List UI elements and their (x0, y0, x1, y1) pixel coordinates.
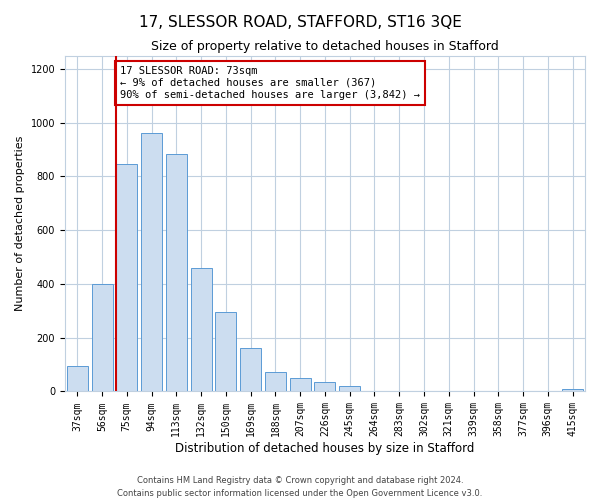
Bar (67, 366, 88, 392)
Bar (290, 378, 311, 392)
Bar (215, 312, 236, 392)
Bar (339, 386, 360, 392)
Bar (92, 284, 113, 392)
Text: Contains HM Land Registry data © Crown copyright and database right 2024.
Contai: Contains HM Land Registry data © Crown c… (118, 476, 482, 498)
Bar (314, 382, 335, 392)
Title: Size of property relative to detached houses in Stafford: Size of property relative to detached ho… (151, 40, 499, 53)
Text: 17, SLESSOR ROAD, STAFFORD, ST16 3QE: 17, SLESSOR ROAD, STAFFORD, ST16 3QE (139, 15, 461, 30)
Bar (265, 372, 286, 392)
Bar (166, 154, 187, 392)
Bar (240, 348, 261, 392)
Bar (141, 134, 162, 392)
Bar (562, 389, 583, 392)
Bar (191, 268, 212, 392)
Text: 17 SLESSOR ROAD: 73sqm
← 9% of detached houses are smaller (367)
90% of semi-det: 17 SLESSOR ROAD: 73sqm ← 9% of detached … (120, 66, 420, 100)
X-axis label: Distribution of detached houses by size in Stafford: Distribution of detached houses by size … (175, 442, 475, 455)
Bar (116, 164, 137, 392)
Y-axis label: Number of detached properties: Number of detached properties (15, 136, 25, 311)
